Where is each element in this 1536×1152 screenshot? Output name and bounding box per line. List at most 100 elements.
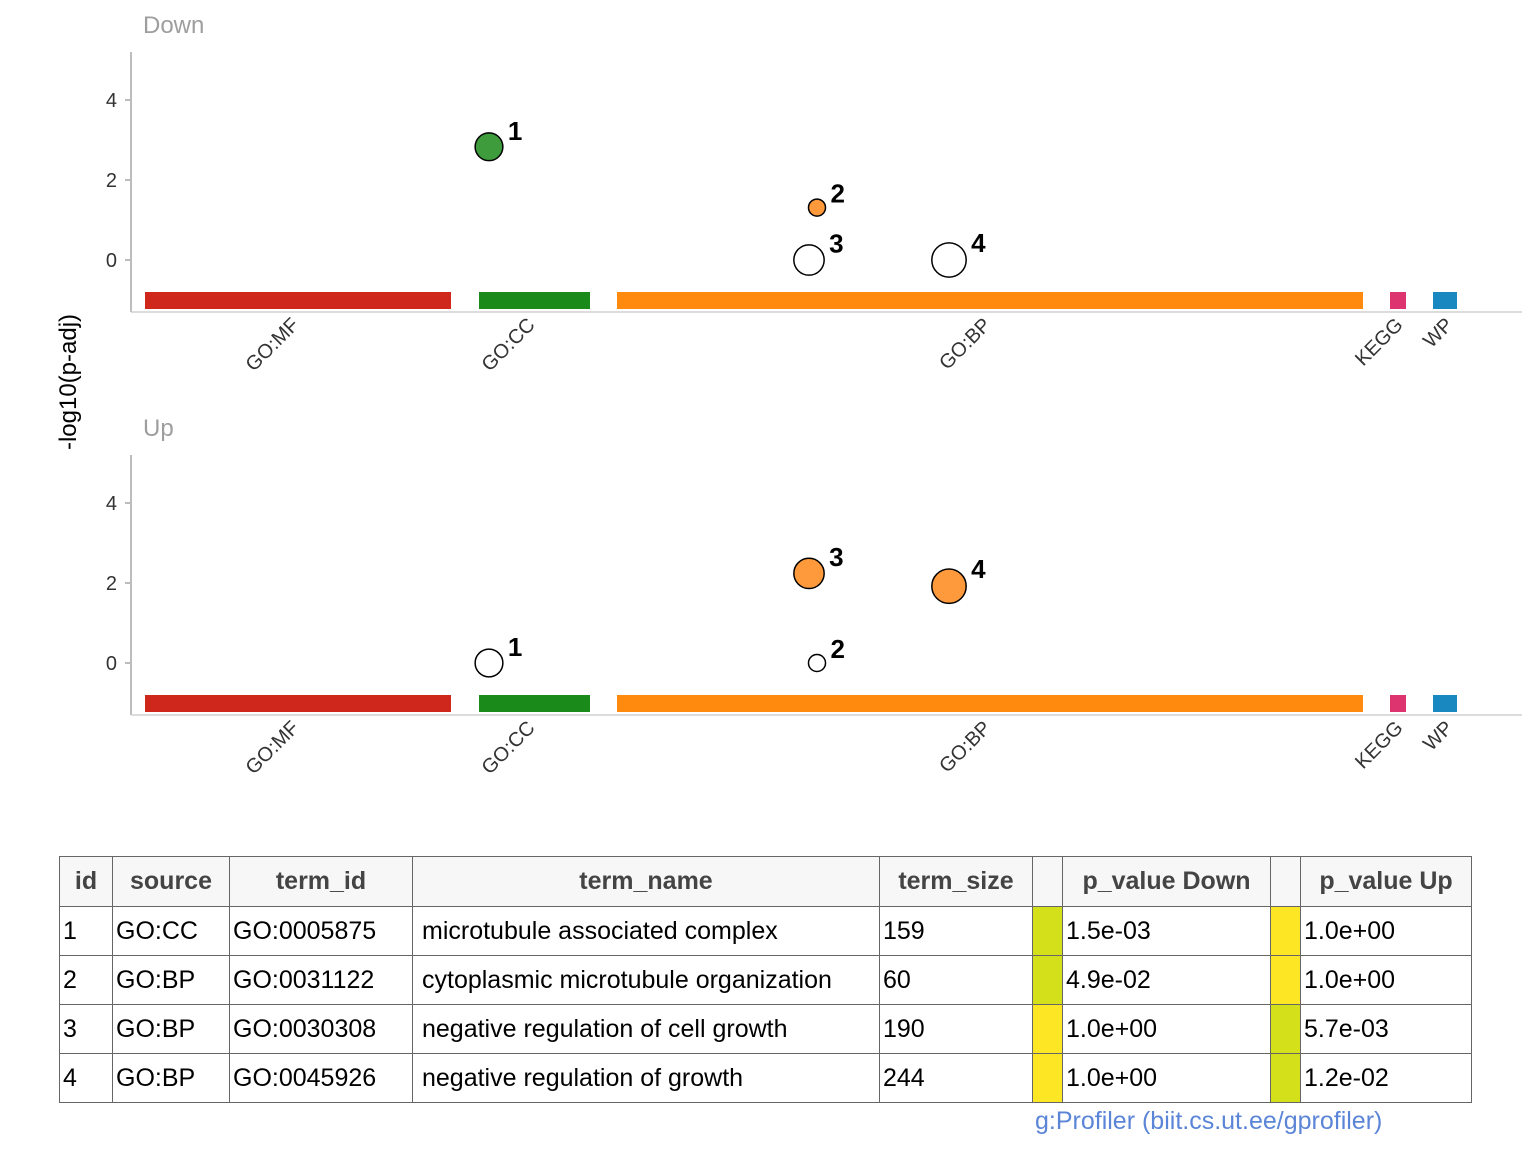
source-label: GO:BP <box>935 717 995 777</box>
term-point-label: 3 <box>829 229 843 259</box>
cell-down-swatch <box>1032 955 1063 1005</box>
term-point-label: 2 <box>831 634 845 664</box>
cell-term-id: GO:0005875 <box>229 906 413 956</box>
cell-down-swatch <box>1032 1004 1063 1054</box>
source-band-wp <box>1433 292 1457 309</box>
y-tick-label: 2 <box>106 170 117 192</box>
table-row: 3 GO:BP GO:0030308 negative regulation of c… <box>59 1004 1472 1054</box>
term-point-3 <box>793 244 825 276</box>
source-label: WP <box>1419 314 1457 352</box>
cell-down-swatch <box>1032 1053 1063 1103</box>
cell-p-value-down: 4.9e-02 <box>1062 955 1271 1005</box>
term-point-4 <box>931 242 967 278</box>
cell-p-value-up: 1.0e+00 <box>1300 955 1472 1005</box>
cell-source: GO:BP <box>112 955 230 1005</box>
source-label: GO:BP <box>935 314 995 374</box>
y-axis-title: -log10(p-adj) <box>55 314 82 450</box>
cell-up-swatch <box>1270 1004 1301 1054</box>
cell-p-value-down: 1.0e+00 <box>1062 1053 1271 1103</box>
y-tick-label: 4 <box>106 493 117 515</box>
header-id: id <box>59 856 113 907</box>
cell-p-value-up: 5.7e-03 <box>1300 1004 1472 1054</box>
cell-source: GO:BP <box>112 1053 230 1103</box>
cell-term-size: 60 <box>879 955 1033 1005</box>
table-row: 2 GO:BP GO:0031122 cytoplasmic microtubule … <box>59 955 1472 1005</box>
cell-down-swatch <box>1032 906 1063 956</box>
cell-id: 1 <box>59 906 113 956</box>
gost-manhattan-chart: -log10(p-adj) Down 0 2 4 GO:MF GO:CC GO:BP KEGG… <box>55 12 1522 779</box>
y-tick-label: 0 <box>106 653 117 675</box>
cell-id: 4 <box>59 1053 113 1103</box>
cell-source: GO:CC <box>112 906 230 956</box>
header-source: source <box>112 856 230 907</box>
table-header-row: id source term_id term_name term_size p_… <box>59 856 1472 907</box>
term-point-2 <box>807 653 827 673</box>
cell-term-size: 190 <box>879 1004 1033 1054</box>
term-point-1 <box>474 132 504 162</box>
source-label: KEGG <box>1351 717 1407 773</box>
cell-up-swatch <box>1270 1053 1301 1103</box>
source-band-wp <box>1433 695 1457 712</box>
term-point-label: 3 <box>829 542 843 572</box>
gprofiler-caption: g:Profiler (biit.cs.ut.ee/gprofiler) <box>1035 1107 1383 1135</box>
header-term-size: term_size <box>879 856 1033 907</box>
header-term-id: term_id <box>229 856 413 907</box>
source-band-kegg <box>1390 292 1406 309</box>
cell-term-name: cytoplasmic microtubule organization <box>412 955 880 1005</box>
term-point-4 <box>931 568 967 605</box>
term-point-2 <box>807 198 827 217</box>
source-band-go-cc <box>479 292 590 309</box>
term-point-label: 4 <box>971 554 986 584</box>
term-point-label: 4 <box>971 228 986 258</box>
header-p-value-down: p_value Down <box>1062 856 1271 907</box>
source-band-go-mf <box>145 292 451 309</box>
cell-source: GO:BP <box>112 1004 230 1054</box>
panel-down: Down 0 2 4 GO:MF GO:CC GO:BP KEGG WP 1 2 3 4 <box>106 12 1522 376</box>
cell-p-value-up: 1.2e-02 <box>1300 1053 1472 1103</box>
panel-title: Down <box>143 12 204 39</box>
cell-p-value-down: 1.0e+00 <box>1062 1004 1271 1054</box>
panel-title: Up <box>143 415 174 442</box>
cell-up-swatch <box>1270 955 1301 1005</box>
cell-up-swatch <box>1270 906 1301 956</box>
cell-p-value-down: 1.5e-03 <box>1062 906 1271 956</box>
table-row: 1 GO:CC GO:0005875 microtubule associated c… <box>59 906 1472 956</box>
term-point-1 <box>474 648 504 678</box>
table-row: 4 GO:BP GO:0045926 negative regulation of g… <box>59 1053 1472 1103</box>
cell-term-size: 159 <box>879 906 1033 956</box>
source-band-go-mf <box>145 695 451 712</box>
source-label: GO:CC <box>478 314 540 376</box>
source-label: KEGG <box>1351 314 1407 370</box>
panel-up: Up 0 2 4 GO:MF GO:CC GO:BP KEGG WP 1 2 3 4 <box>106 415 1522 779</box>
source-label: GO:MF <box>242 314 304 376</box>
cell-term-name: microtubule associated complex <box>412 906 880 956</box>
cell-term-id: GO:0030308 <box>229 1004 413 1054</box>
source-band-go-bp <box>617 695 1363 712</box>
cell-term-name: negative regulation of growth <box>412 1053 880 1103</box>
source-band-go-bp <box>617 292 1363 309</box>
source-band-kegg <box>1390 695 1406 712</box>
term-point-3 <box>793 557 825 590</box>
cell-term-id: GO:0045926 <box>229 1053 413 1103</box>
source-band-go-cc <box>479 695 590 712</box>
header-down-swatch <box>1032 856 1063 907</box>
source-label: GO:MF <box>242 717 304 779</box>
term-point-label: 2 <box>831 179 845 209</box>
cell-term-id: GO:0031122 <box>229 955 413 1005</box>
y-tick-label: 0 <box>106 250 117 272</box>
source-label: GO:CC <box>478 717 540 779</box>
cell-id: 2 <box>59 955 113 1005</box>
term-point-label: 1 <box>508 116 522 146</box>
cell-p-value-up: 1.0e+00 <box>1300 906 1472 956</box>
term-point-label: 1 <box>508 632 522 662</box>
header-term-name: term_name <box>412 856 880 907</box>
header-p-value-up: p_value Up <box>1300 856 1472 907</box>
y-tick-label: 4 <box>106 90 117 112</box>
cell-term-name: negative regulation of cell growth <box>412 1004 880 1054</box>
cell-term-size: 244 <box>879 1053 1033 1103</box>
results-table: id source term_id term_name term_size p_… <box>59 856 1472 1103</box>
panels: Down 0 2 4 GO:MF GO:CC GO:BP KEGG WP 1 2 3 4 Up 0 2 4 GO:… <box>106 12 1522 779</box>
source-label: WP <box>1419 717 1457 755</box>
y-tick-label: 2 <box>106 573 117 595</box>
header-up-swatch <box>1270 856 1301 907</box>
